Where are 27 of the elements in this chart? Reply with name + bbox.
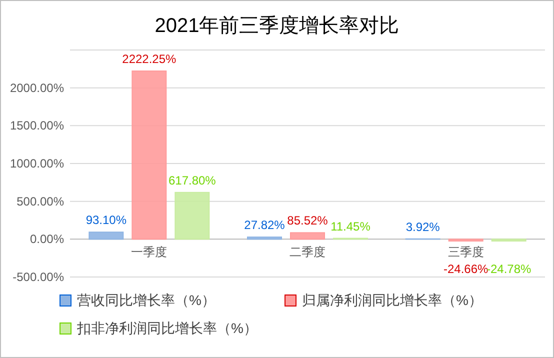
bar [247, 236, 282, 240]
data-label: 93.10% [86, 213, 127, 228]
chart-title: 2021年前三季度增长率对比 [154, 15, 400, 37]
y-tick-label: 1000.00% [10, 156, 64, 170]
data-label: 617.80% [168, 173, 216, 188]
y-tick-label: 0.00% [30, 232, 64, 246]
y-tick-label: 500.00% [16, 194, 64, 208]
data-label: 2222.25% [122, 52, 177, 66]
x-tick-label: 三季度 [448, 245, 484, 260]
data-label: -24.66% [443, 262, 489, 276]
data-label: 85.52% [287, 214, 328, 228]
bar [132, 70, 167, 240]
data-label: 11.45% [330, 219, 371, 234]
legend-label: 归属净利润同比增长率（%） [302, 292, 482, 308]
bar [88, 232, 124, 240]
y-tick-label: 2000.00% [10, 80, 64, 95]
data-label: 3.92% [406, 220, 440, 234]
x-tick-label: 一季度 [131, 245, 168, 260]
data-label: 27.82% [244, 218, 286, 232]
data-label: -24.78% [486, 262, 532, 276]
y-tick-label: -500.00% [12, 270, 64, 284]
legend-label: 扣非净利润同比增长率（%） [76, 320, 258, 336]
y-tick-label: 1500.00% [10, 118, 64, 133]
legend-label: 营收同比增长率（%） [77, 292, 216, 308]
x-tick-label: 二季度 [290, 245, 326, 260]
bar [290, 232, 325, 240]
bar [174, 192, 210, 240]
